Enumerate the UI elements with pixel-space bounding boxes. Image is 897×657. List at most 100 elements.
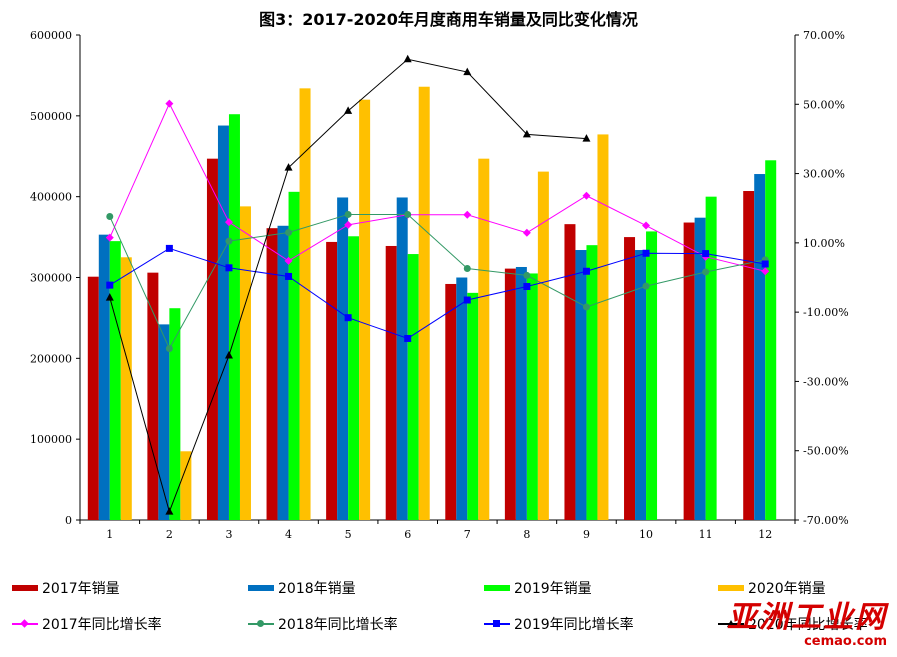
y-left-tick-label: 600000	[30, 29, 72, 42]
legend-label: 2019年同比增长率	[514, 617, 634, 633]
line-point-diamond	[344, 220, 353, 229]
bar	[228, 114, 240, 520]
y-right-tick-label: 10.00%	[803, 237, 845, 250]
legend-swatch	[12, 585, 38, 591]
legend-swatch	[12, 619, 38, 629]
bar	[504, 268, 516, 520]
x-tick-label: 4	[285, 528, 292, 541]
bar	[337, 197, 349, 520]
bar	[526, 273, 538, 520]
line-point-circle	[285, 228, 293, 236]
legend-item-2017-sales: 2017年销量	[12, 578, 120, 598]
bar	[299, 88, 311, 520]
bar	[407, 254, 419, 520]
line-point-square	[404, 334, 412, 342]
y-right-tick-label: 70.00%	[803, 29, 845, 42]
y-left-tick-label: 300000	[30, 272, 72, 285]
x-tick-label: 12	[758, 528, 772, 541]
line-point-diamond	[165, 99, 174, 108]
bar	[705, 196, 717, 520]
x-tick-label: 1	[106, 528, 113, 541]
y-right-tick-label: -10.00%	[803, 306, 849, 319]
bar	[754, 174, 766, 521]
bar	[456, 277, 468, 520]
series-line	[109, 213, 766, 350]
legend-swatch	[484, 619, 510, 629]
line-point-circle	[344, 210, 352, 218]
watermark-url: cemao.com	[804, 634, 887, 649]
line-point-triangle	[403, 54, 412, 63]
legend-swatch	[718, 585, 744, 591]
line-point-square	[285, 272, 293, 280]
x-tick-label: 5	[345, 528, 352, 541]
line-point-triangle	[224, 350, 233, 359]
bar	[586, 245, 598, 520]
line-point-triangle	[165, 507, 174, 515]
bar	[98, 234, 110, 521]
legend-label: 2017年同比增长率	[42, 617, 162, 633]
bar	[109, 241, 121, 520]
x-tick-label: 11	[699, 528, 713, 541]
line-point-circle	[702, 268, 710, 276]
line-point-circle	[165, 345, 173, 353]
legend-label: 2020年销量	[748, 581, 826, 597]
line-point-circle	[106, 213, 114, 221]
series-line	[109, 102, 766, 272]
line-point-triangle	[522, 129, 531, 138]
bar	[743, 191, 755, 520]
bar	[239, 206, 251, 520]
x-tick-label: 2	[166, 528, 173, 541]
line-point-circle	[463, 264, 471, 272]
x-tick-label: 9	[583, 528, 590, 541]
legend-swatch	[718, 619, 744, 629]
x-tick-label: 6	[404, 528, 411, 541]
line-point-circle	[225, 237, 233, 245]
bar	[396, 197, 408, 520]
line-point-circle	[404, 210, 412, 218]
line-point-triangle	[105, 293, 114, 301]
legend-swatch	[484, 585, 510, 591]
bar	[564, 224, 576, 520]
legend-item-2020-sales: 2020年销量	[718, 578, 826, 598]
line-point-triangle	[463, 67, 472, 76]
bar	[217, 125, 229, 521]
bar	[575, 250, 587, 520]
legend-label: 2017年销量	[42, 581, 120, 597]
line-point-triangle	[582, 134, 591, 142]
bar	[537, 171, 549, 520]
y-right-tick-label: 30.00%	[803, 168, 845, 181]
line-point-square	[344, 314, 352, 322]
line-point-circle	[582, 303, 590, 311]
line-point-circle	[523, 271, 531, 279]
line-point-triangle	[344, 106, 353, 114]
bar	[418, 86, 430, 520]
bar	[180, 451, 192, 520]
bar	[765, 160, 777, 520]
bar	[288, 191, 300, 521]
bar	[348, 236, 360, 520]
bar	[206, 158, 218, 521]
bar	[683, 222, 695, 521]
x-tick-label: 7	[464, 528, 471, 541]
x-tick-label: 8	[523, 528, 530, 541]
chart-title: 图3：2017-2020年月度商用车销量及同比变化情况	[259, 10, 638, 29]
line-point-diamond	[463, 210, 472, 219]
bar	[694, 217, 706, 520]
bar	[266, 228, 278, 521]
bar	[445, 283, 457, 520]
x-tick-label: 10	[639, 528, 653, 541]
bar	[147, 272, 159, 520]
line-point-square	[582, 267, 590, 275]
legend-label: 2018年同比增长率	[278, 617, 398, 633]
y-left-tick-label: 200000	[30, 352, 72, 365]
bar	[326, 241, 338, 520]
legend-item-2018-sales: 2018年销量	[248, 578, 356, 598]
legend-item-2019-growth: 2019年同比增长率	[484, 614, 634, 634]
bar	[635, 250, 647, 520]
legend: 2017年销量 2018年销量 2019年销量 2020年销量 2017年同比增…	[0, 570, 897, 650]
y-left-tick-label: 100000	[30, 433, 72, 446]
legend-swatch	[248, 619, 274, 629]
series-line	[109, 247, 766, 340]
legend-item-2018-growth: 2018年同比增长率	[248, 614, 398, 634]
line-point-diamond	[642, 221, 651, 230]
